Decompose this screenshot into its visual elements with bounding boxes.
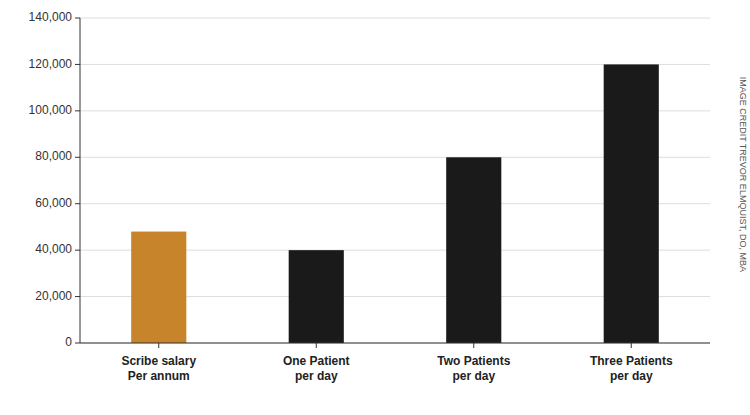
- y-tick-label: 100,000: [29, 103, 73, 117]
- x-axis: Scribe salaryPer annum One Patientper day…: [121, 343, 673, 383]
- bar: [289, 250, 344, 343]
- y-tick: [75, 64, 80, 65]
- y-axis-line: [80, 18, 81, 343]
- y-axis: 0 20,000 40,000 60,000 80,000 100,000 120,000 1…: [29, 10, 80, 349]
- grid: [80, 18, 710, 343]
- chart: 0 20,000 40,000 60,000 80,000 100,000 120,000 1…: [0, 0, 750, 415]
- y-tick-label: 20,000: [35, 289, 72, 303]
- x-tick: [631, 343, 632, 348]
- grid-line: [80, 18, 710, 19]
- y-tick-label: 0: [65, 335, 72, 349]
- y-tick-label: 60,000: [35, 196, 72, 210]
- y-tick: [75, 18, 80, 19]
- x-tick-label: Three Patientsper day: [590, 354, 673, 383]
- bar: [604, 64, 659, 343]
- x-axis-line: [80, 343, 710, 344]
- y-tick: [75, 343, 80, 344]
- y-tick-label: 140,000: [29, 10, 73, 24]
- y-tick-label: 80,000: [35, 149, 72, 163]
- y-tick: [75, 250, 80, 251]
- x-tick: [316, 343, 317, 348]
- y-tick: [75, 203, 80, 204]
- y-tick: [75, 110, 80, 111]
- y-tick: [75, 296, 80, 297]
- y-tick-label: 120,000: [29, 57, 73, 71]
- bar: [131, 232, 186, 343]
- x-tick-label: Two Patientsper day: [437, 354, 510, 383]
- x-tick: [473, 343, 474, 348]
- x-tick-label: Scribe salaryPer annum: [121, 354, 196, 383]
- y-tick-label: 40,000: [35, 242, 72, 256]
- bars: [131, 64, 659, 343]
- y-tick: [75, 157, 80, 158]
- grid-line: [80, 343, 710, 344]
- x-tick: [158, 343, 159, 348]
- bar: [446, 157, 501, 343]
- annotation: IMAGE CREDIT TREVOR ELMQUIST, DO, MBA: [738, 77, 748, 272]
- x-tick-label: One Patientper day: [283, 354, 350, 383]
